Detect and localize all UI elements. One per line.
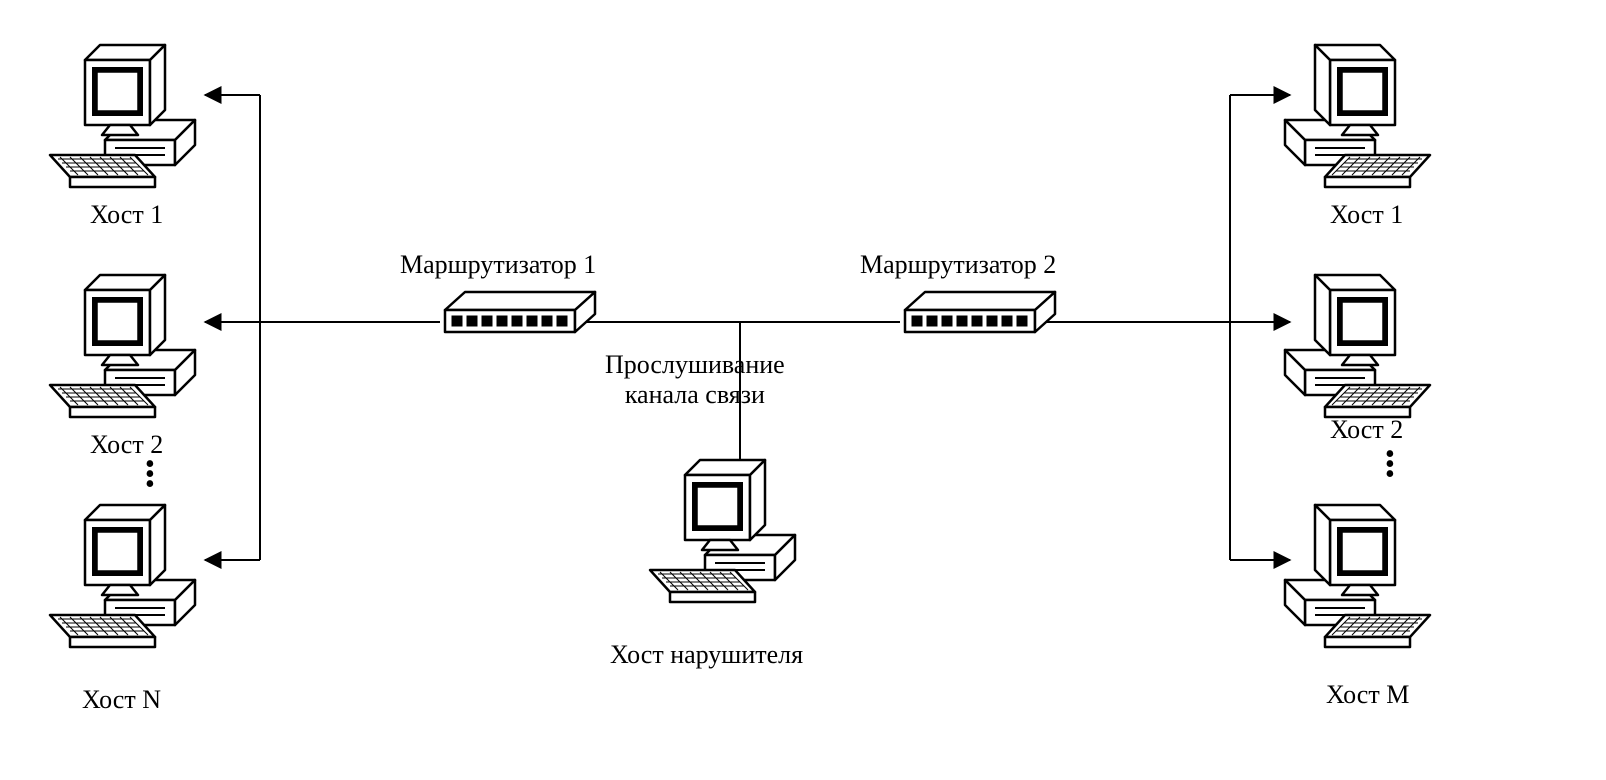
label-tap-line1: Прослушивание: [605, 350, 785, 379]
label-tap-line2: канала связи: [625, 380, 765, 409]
label-right-host-m: Хост M: [1326, 680, 1409, 710]
label-tap: Прослушивание канала связи: [605, 350, 785, 410]
label-intruder: Хост нарушителя: [610, 640, 803, 670]
diagram-canvas: Хост 1 Хост 2 Хост N Хост 1 Хост 2 Хост …: [0, 0, 1606, 780]
label-router-2: Маршрутизатор 2: [860, 250, 1056, 280]
label-left-host-n: Хост N: [82, 685, 161, 715]
label-right-host-1: Хост 1: [1330, 200, 1403, 230]
ellipsis-left: •••: [145, 460, 155, 490]
label-router-1: Маршрутизатор 1: [400, 250, 596, 280]
label-left-host-1: Хост 1: [90, 200, 163, 230]
ellipsis-right: •••: [1385, 450, 1395, 480]
